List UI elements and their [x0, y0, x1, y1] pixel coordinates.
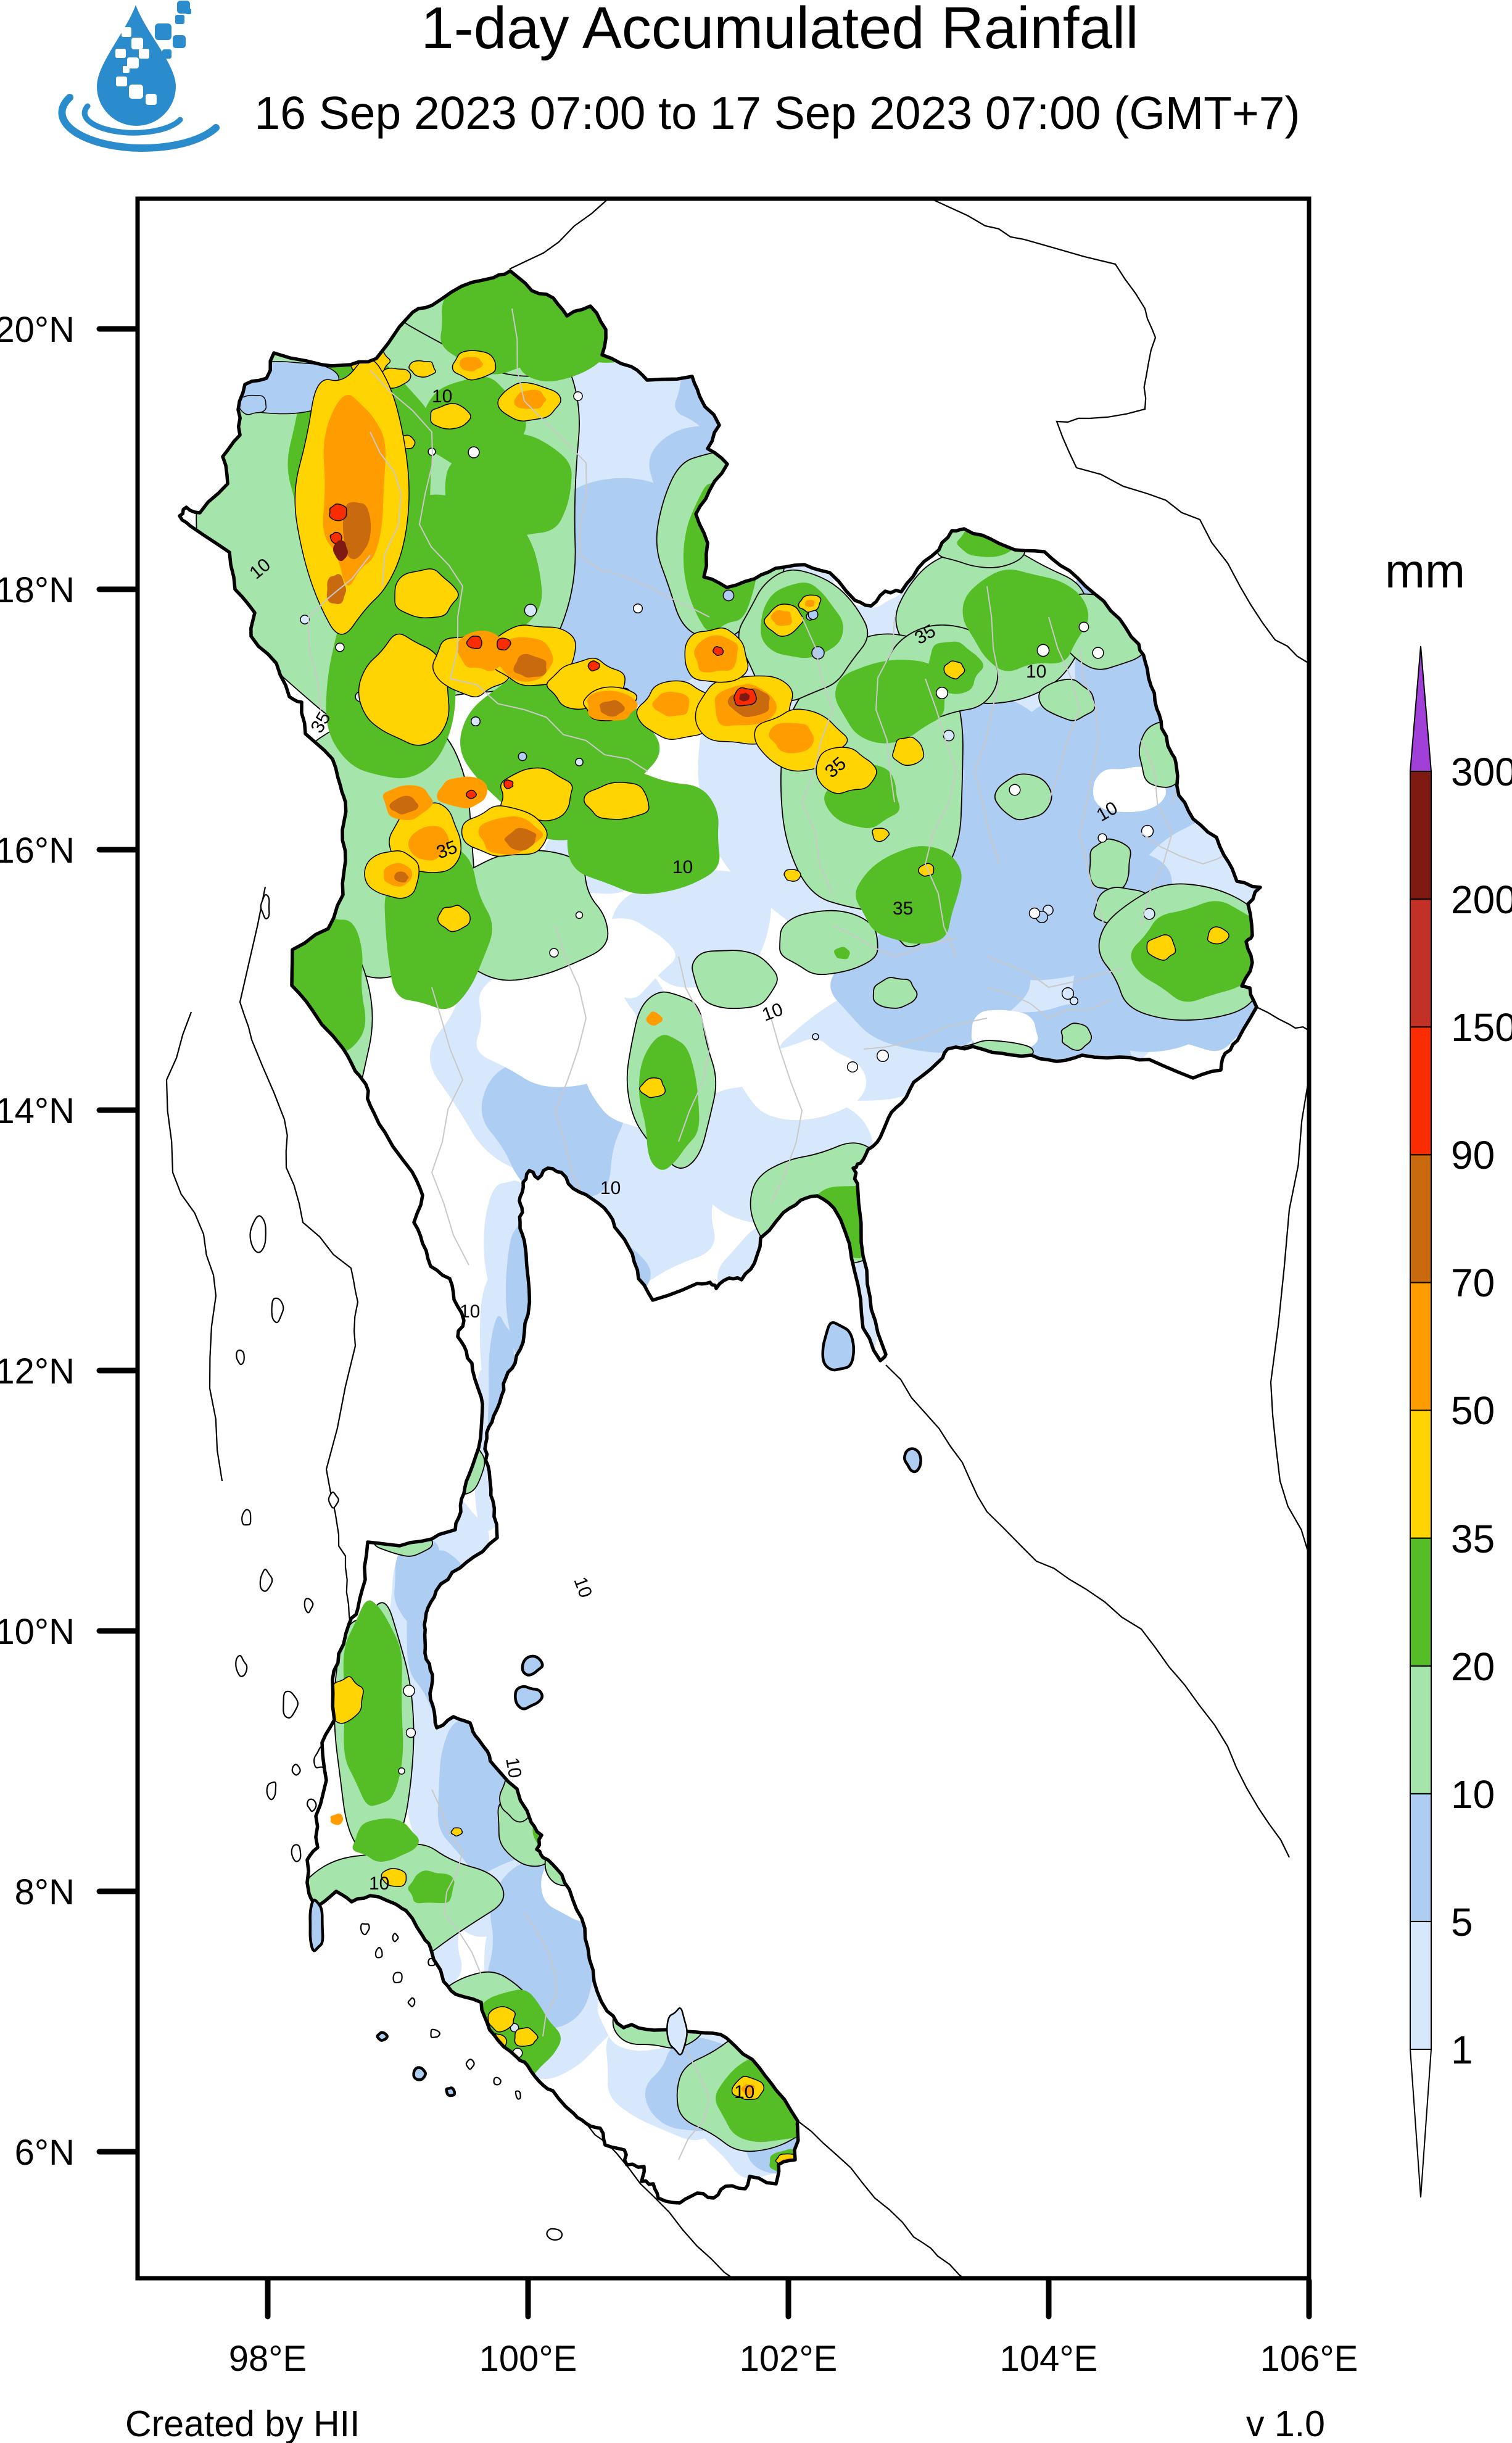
- svg-text:18°N: 18°N: [0, 570, 75, 610]
- svg-text:5: 5: [1451, 1900, 1473, 1944]
- svg-text:102°E: 102°E: [740, 2339, 838, 2379]
- svg-text:200: 200: [1451, 877, 1512, 922]
- svg-text:20: 20: [1451, 1645, 1495, 1689]
- svg-text:300: 300: [1451, 750, 1512, 794]
- svg-text:35: 35: [893, 898, 913, 919]
- svg-text:10: 10: [460, 1301, 480, 1322]
- svg-text:104°E: 104°E: [1000, 2339, 1098, 2379]
- svg-text:150: 150: [1451, 1005, 1512, 1050]
- svg-text:98°E: 98°E: [229, 2339, 307, 2379]
- svg-text:10: 10: [1451, 1772, 1495, 1817]
- svg-text:35: 35: [1451, 1517, 1495, 1561]
- svg-text:100°E: 100°E: [479, 2339, 577, 2379]
- svg-text:10: 10: [502, 1756, 525, 1780]
- svg-text:10: 10: [672, 857, 693, 877]
- svg-text:8°N: 8°N: [15, 1872, 75, 1912]
- svg-text:mm: mm: [1385, 544, 1465, 598]
- svg-text:v 1.0: v 1.0: [1246, 2404, 1325, 2443]
- svg-text:50: 50: [1451, 1388, 1495, 1433]
- svg-text:10: 10: [369, 1873, 389, 1894]
- svg-text:16°N: 16°N: [0, 831, 75, 871]
- svg-text:6°N: 6°N: [15, 2133, 75, 2173]
- svg-text:12°N: 12°N: [0, 1351, 75, 1392]
- svg-text:20°N: 20°N: [0, 310, 75, 350]
- svg-text:70: 70: [1451, 1261, 1495, 1305]
- svg-text:1: 1: [1451, 2028, 1473, 2072]
- svg-text:10: 10: [734, 2082, 754, 2102]
- svg-text:10°N: 10°N: [0, 1612, 75, 1652]
- svg-text:14°N: 14°N: [0, 1091, 75, 1131]
- svg-text:90: 90: [1451, 1133, 1495, 1177]
- svg-text:10: 10: [432, 386, 452, 407]
- svg-text:10: 10: [600, 1178, 621, 1198]
- svg-text:1-day Accumulated Rainfall: 1-day Accumulated Rainfall: [421, 0, 1138, 61]
- svg-text:106°E: 106°E: [1260, 2339, 1358, 2379]
- svg-text:16 Sep 2023 07:00 to 17 Sep 20: 16 Sep 2023 07:00 to 17 Sep 2023 07:00 (…: [255, 87, 1300, 139]
- svg-text:Created by HII: Created by HII: [125, 2404, 360, 2443]
- svg-text:10: 10: [1026, 662, 1046, 682]
